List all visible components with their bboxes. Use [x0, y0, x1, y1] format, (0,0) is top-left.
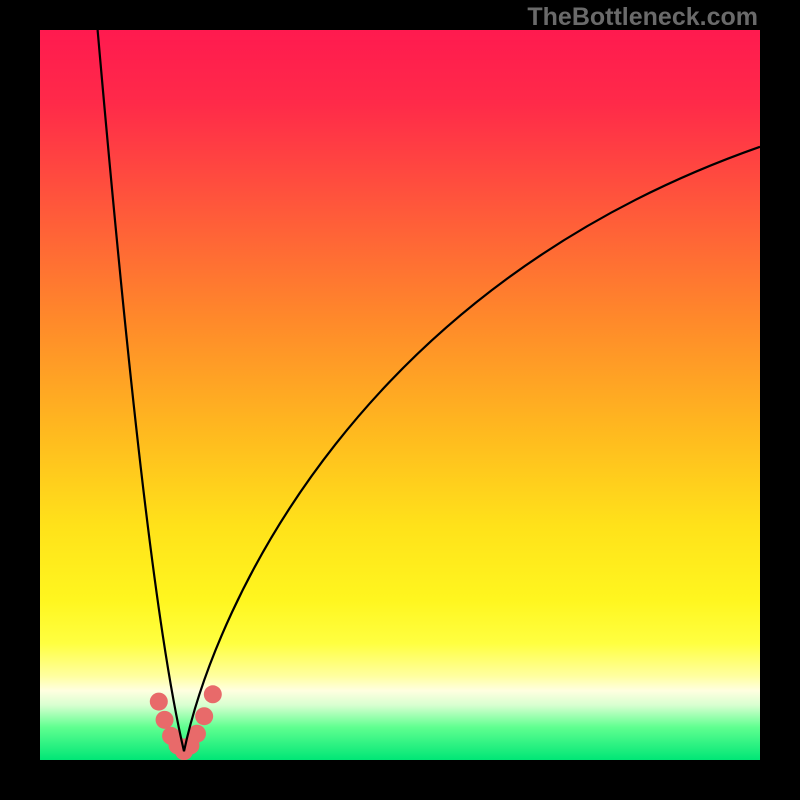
curve-marker [156, 711, 174, 729]
chart-plot-area [40, 30, 760, 760]
chart-svg [40, 30, 760, 760]
chart-background [40, 30, 760, 760]
curve-marker [204, 685, 222, 703]
curve-marker [150, 693, 168, 711]
curve-marker [195, 707, 213, 725]
watermark-text: TheBottleneck.com [527, 3, 758, 32]
